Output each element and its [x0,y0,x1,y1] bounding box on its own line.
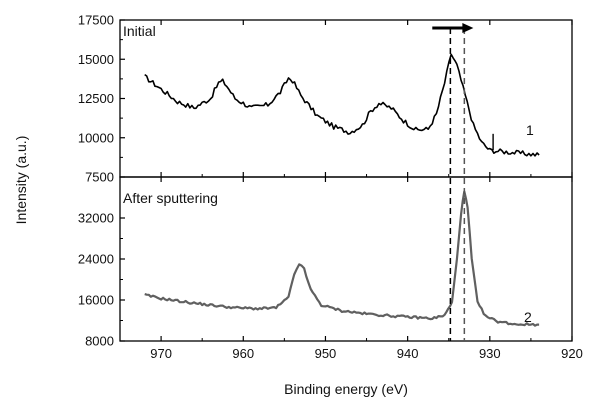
bottom-panel-title: After sputtering [123,190,218,206]
bottom-y-tick-label: 8000 [85,334,114,349]
top-y-tick-label: 12500 [78,91,114,106]
bottom-y-tick-label: 16000 [78,293,114,308]
x-tick-label: 960 [232,346,254,361]
bottom-series-2 [145,192,539,326]
bottom-y-tick-label: 32000 [78,211,114,226]
curve-1-label: 1 [526,122,534,138]
x-tick-label: 940 [397,346,419,361]
x-tick-label: 950 [315,346,337,361]
top-panel-title: Initial [123,23,156,39]
top-y-tick-label: 10000 [78,130,114,145]
y-axis-title: Intensity (a.u.) [13,136,29,225]
curve-2-label: 2 [524,309,532,325]
top-series-1 [145,54,539,155]
shift-arrow-head [462,23,473,33]
x-axis-title: Binding energy (eV) [284,381,408,397]
top-y-tick-label: 7500 [85,170,114,185]
x-tick-label: 920 [561,346,583,361]
top-y-tick-label: 17500 [78,13,114,28]
x-tick-label: 970 [150,346,172,361]
bottom-y-tick-label: 24000 [78,252,114,267]
x-tick-label: 930 [479,346,501,361]
top-y-tick-label: 15000 [78,52,114,67]
